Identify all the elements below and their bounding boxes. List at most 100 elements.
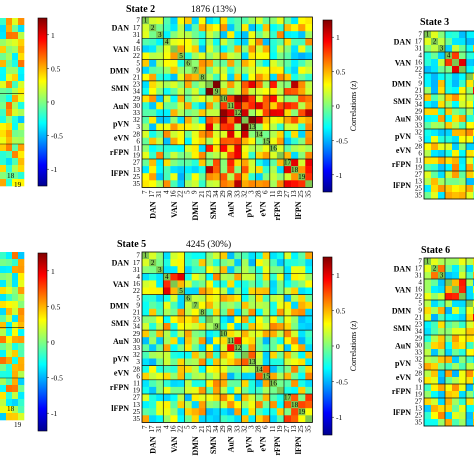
heatmap-cell (262, 109, 271, 117)
heatmap-cell (0, 329, 7, 337)
heatmap-cell (205, 408, 214, 416)
heatmap-cell (18, 18, 25, 26)
col-tick-label: 27 (283, 190, 291, 198)
heatmap-cell (205, 273, 214, 281)
heatmap-cell (452, 143, 460, 151)
heatmap-cell (241, 287, 249, 295)
heatmap-cell (438, 101, 446, 109)
col-tick-label: 11 (269, 425, 277, 432)
colorbar-tick-label: 1 (51, 267, 55, 276)
heatmap-cell (156, 59, 164, 67)
heatmap-cell (12, 371, 19, 379)
heatmap-cell (170, 109, 178, 117)
diagonal-label: 12 (234, 109, 242, 117)
heatmap-cell (220, 159, 228, 167)
heatmap-cell (445, 335, 453, 343)
heatmap-cell (191, 379, 200, 388)
heatmap-cell (241, 252, 249, 260)
heatmap-cell (438, 178, 446, 186)
heatmap-cell (262, 116, 271, 124)
heatmap-cell (262, 31, 271, 39)
heatmap-cell (438, 73, 446, 81)
heatmap-cell (284, 252, 292, 260)
heatmap-cell (227, 394, 235, 402)
heatmap-cell (18, 179, 25, 187)
heatmap-cell (0, 39, 7, 47)
heatmap-cell (234, 88, 242, 96)
heatmap-cell (170, 38, 178, 46)
heatmap-cell (156, 351, 164, 359)
heatmap-cell (269, 351, 278, 359)
heatmap-cell (213, 308, 221, 317)
heatmap-cell (262, 386, 271, 395)
heatmap-cell (12, 364, 19, 372)
heatmap-cell (241, 151, 249, 160)
col-tick-label: 6 (262, 190, 270, 194)
heatmap-cell (205, 151, 214, 160)
heatmap-cell (220, 59, 228, 67)
heatmap-cell (248, 80, 256, 89)
col-tick-label: 5 (184, 425, 192, 429)
heatmap-cell (291, 372, 299, 381)
network-row-label: SMN (393, 324, 411, 333)
heatmap-cell (424, 349, 432, 357)
heatmap-cell (438, 94, 446, 102)
heatmap-cell (305, 344, 313, 352)
heatmap-cell (234, 59, 242, 67)
heatmap-cell (163, 273, 171, 281)
heatmap-cell (220, 24, 228, 32)
heatmap-cell (163, 301, 171, 310)
heatmap-cell (184, 31, 192, 39)
heatmap-cell (220, 45, 228, 53)
heatmap-cell (156, 123, 164, 131)
heatmap-cell (149, 88, 157, 96)
heatmap-cell (220, 137, 228, 146)
heatmap-cell (198, 31, 207, 39)
heatmap-cell (6, 130, 13, 138)
heatmap-cell (276, 330, 285, 338)
heatmap-cell (248, 159, 256, 167)
row-tick-label: 25 (415, 412, 423, 420)
heatmap-cell (459, 38, 467, 46)
heatmap-cell (149, 123, 157, 131)
heatmap-cell (459, 66, 467, 74)
heatmap-cell (156, 159, 164, 167)
heatmap-cell (298, 173, 306, 181)
heatmap-cell (142, 280, 150, 288)
heatmap-cell (18, 81, 25, 89)
heatmap-cell (213, 344, 221, 352)
row-tick-label: 4 (418, 52, 422, 60)
heatmap-cell (156, 116, 164, 124)
heatmap-cell (431, 342, 439, 350)
heatmap-cell (284, 159, 292, 167)
heatmap-cell (255, 173, 263, 181)
heatmap-cell (163, 59, 171, 67)
heatmap-cell (424, 384, 432, 392)
heatmap-cell (170, 266, 178, 274)
heatmap-cell (241, 386, 249, 395)
diagonal-label: 18 (7, 172, 15, 180)
heatmap-cell (234, 358, 242, 366)
heatmap-cell (255, 159, 263, 167)
heatmap-cell (276, 301, 285, 310)
heatmap-cell (255, 116, 263, 124)
heatmap-cell (227, 287, 235, 295)
heatmap-cell (191, 173, 200, 181)
heatmap-cell (452, 129, 460, 137)
heatmap-cell (184, 17, 192, 25)
heatmap-cell (198, 408, 207, 416)
heatmap-cell (269, 137, 278, 146)
heatmap-cell (6, 301, 13, 309)
heatmap-cell (6, 32, 13, 40)
heatmap-cell (220, 308, 228, 317)
heatmap-cell (305, 31, 313, 39)
heatmap-cell (227, 151, 235, 160)
heatmap-cell (163, 180, 171, 188)
heatmap-cell (156, 137, 164, 146)
heatmap-cell (198, 365, 207, 373)
row-tick-label: 33 (133, 109, 141, 117)
heatmap-cell (142, 330, 150, 338)
heatmap-cell (170, 151, 178, 160)
heatmap-cell (431, 265, 439, 273)
